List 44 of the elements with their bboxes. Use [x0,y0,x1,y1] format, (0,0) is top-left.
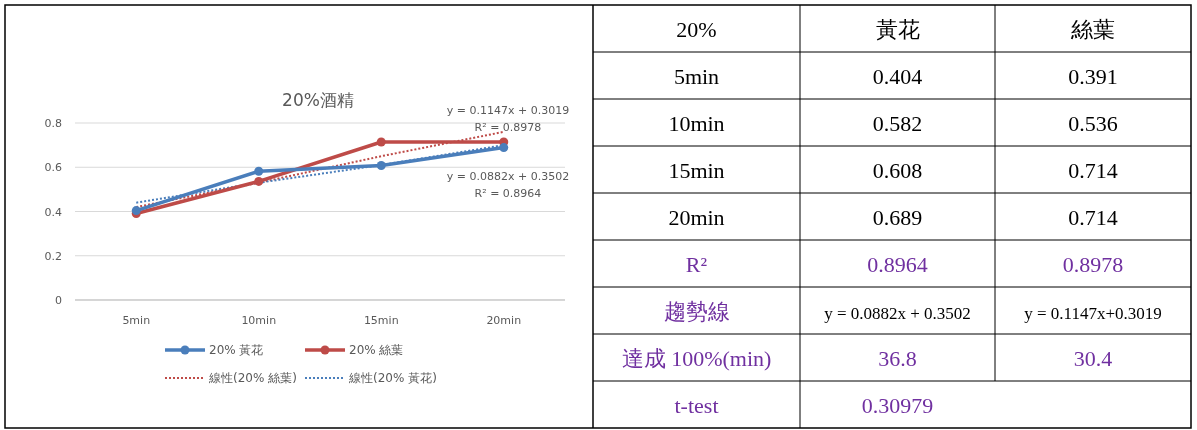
text: 絲葉 [1070,16,1115,42]
text: 0.608 [872,157,923,183]
y-tick-label: 0 [55,294,62,307]
text: 0.8964 [867,251,928,277]
text: R² [685,251,708,277]
annotation: R² = 0.8964 [474,187,542,200]
x-tick-label: 15min [363,314,399,327]
y-tick-label: 0.6 [44,161,62,175]
text: 0.714 [1068,157,1118,183]
y-tick-label: 0.4 [44,205,62,219]
text: 0.582 [872,110,923,136]
text: 0.8978 [1062,251,1124,277]
text: y = 0.1147x + 0.3019 [446,104,570,117]
category-label: 20min [668,204,725,230]
legend-label: 20% 黃花 [209,343,264,357]
chart-title: 20%酒精 [282,90,354,110]
x-tick-label: 20min [486,314,522,327]
y-tick-label: 0.2 [44,249,62,263]
text: y = 0.1147x+0.3019 [1024,303,1162,323]
text: 20% [676,16,717,42]
y-tick-label: 0.8 [44,117,62,130]
x-tick-label: 10min [241,314,277,327]
text: 黃花 [875,16,920,42]
text: 36.8 [878,345,917,371]
text: 0.689 [872,204,923,230]
annotation: y = 0.0882x + 0.3502 [446,170,570,183]
text: 0.30979 [861,392,934,418]
legend-label: 20% 絲葉 [349,343,404,357]
text: 0.404 [872,63,923,89]
legend-label: 線性(20% 絲葉) [208,371,297,385]
text: 0.391 [1068,63,1118,89]
category-label: 5min [673,63,720,89]
text: y = 0.0882x + 0.3502 [824,303,971,323]
legend-label: 線性(20% 黃花) [348,371,437,385]
category-label: 15min [668,157,725,183]
text: 0.714 [1068,204,1118,230]
text: 30.4 [1073,345,1113,371]
x-tick-label: 5min [122,314,151,327]
text: 趨勢線 [663,298,730,324]
text: 達成 100%(min) [621,345,772,371]
text: 0.536 [1068,110,1118,136]
category-label: 10min [668,110,725,136]
text: t-test [674,392,719,418]
annotation: R² = 0.8978 [474,121,542,134]
